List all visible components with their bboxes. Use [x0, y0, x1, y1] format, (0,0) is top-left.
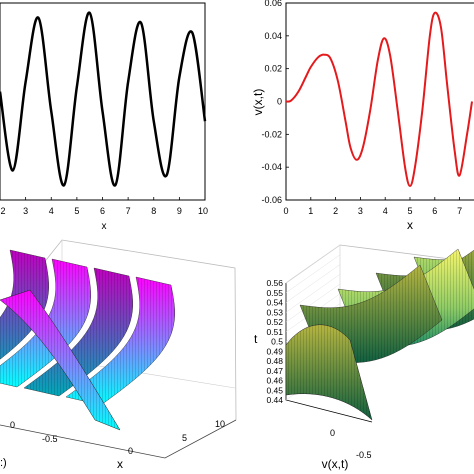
- panel-bottom-right: 0.440.450.460.470.480.490.50.510.520.530…: [254, 244, 474, 471]
- y-tick-label: 0.06: [264, 0, 282, 8]
- z-tick-label: 0.47: [266, 366, 283, 376]
- x-tick-label: 10: [198, 206, 208, 216]
- z-axis-label: t: [254, 332, 258, 346]
- x-tick-label: 4: [49, 206, 54, 216]
- y-tick-label: 0.02: [264, 64, 282, 74]
- panel-bottom-left: 0 5 10 x 0 -0.5 :): [0, 239, 237, 471]
- y-tick-label: 0: [10, 420, 15, 430]
- x-tick-label: 2: [0, 206, 5, 216]
- x-tick-label: 0: [128, 446, 133, 456]
- y-axis-label: v(x,t): [251, 89, 265, 116]
- y-tick-label: -0.06: [261, 195, 282, 205]
- x-tick-label: 5: [74, 206, 79, 216]
- x-tick-label: 3: [23, 206, 28, 216]
- surface-mesh-lines: [24, 268, 133, 396]
- y-tick-labels: -0.06 -0.04 -0.02 0 0.02 0.04 0.06: [261, 0, 289, 205]
- x-axis-label: x: [102, 221, 107, 232]
- x-axis-label: x: [117, 457, 123, 471]
- z-tick-label: 0.53: [266, 307, 283, 317]
- axes-box: [0, 2, 206, 201]
- x-tick-label: 2: [333, 206, 338, 216]
- z-tick-label: 0.56: [266, 278, 283, 288]
- series-line: [0, 11, 207, 187]
- z-tick-label: 0.44: [266, 395, 283, 405]
- x-tick-label: 3: [358, 206, 363, 216]
- z-tick-label: 0.46: [266, 376, 283, 386]
- x-tick-label: 4: [383, 206, 388, 216]
- x-tick-label: 7: [126, 206, 131, 216]
- x-tick-label: 8: [151, 206, 156, 216]
- x-tick-label: -0.5: [356, 450, 372, 460]
- surface-front-mesh: [0, 290, 120, 430]
- x-tick-labels: 0 1 2 3 4 5 6 7: [283, 197, 462, 216]
- grid-line: [285, 283, 341, 323]
- z-tick-label: 0.45: [266, 385, 283, 395]
- grid-line: [285, 254, 341, 293]
- z-axis-label-fragment: :): [0, 457, 7, 469]
- x-tick-label: 9: [177, 206, 182, 216]
- x-tick-label: 10: [215, 419, 225, 429]
- z-tick-label: 0.54: [266, 298, 283, 308]
- surface-mesh: [0, 249, 175, 431]
- x-tick-label: 7: [457, 206, 462, 216]
- x-tick-label: 6: [432, 206, 437, 216]
- z-tick-label: 0.52: [266, 317, 283, 327]
- series-line: [285, 11, 473, 188]
- grid-line: [285, 244, 341, 284]
- z-tick-label: 0.48: [266, 356, 283, 366]
- z-tick-label: 0.5: [271, 337, 283, 347]
- grid-line: [285, 264, 341, 303]
- y-tick-label: -0.02: [261, 129, 282, 139]
- z-tick-labels: 0.440.450.460.470.480.490.50.510.520.530…: [266, 278, 283, 405]
- x-tick-label: 6: [100, 206, 105, 216]
- x-tick-label: 1: [308, 206, 313, 216]
- y-tick-label: 0.04: [264, 31, 282, 41]
- y-tick-label: 0: [277, 97, 282, 107]
- x-axis-label: x: [407, 218, 413, 232]
- z-tick-label: 0.51: [266, 327, 283, 337]
- x-tick-label: 5: [182, 433, 187, 443]
- surface-mesh: [285, 248, 474, 421]
- z-tick-label: 0.49: [266, 346, 283, 356]
- surface-front-mesh: [286, 324, 372, 420]
- x-tick-labels: 2 3 4 5 6 7 8 9 10: [0, 197, 208, 216]
- x-axis-label: v(x,t): [322, 457, 349, 471]
- surface-mesh-lines: [66, 277, 175, 405]
- panel-top-left: 2 3 4 5 6 7 8 9 10 x: [0, 2, 208, 232]
- grid-line: [285, 274, 341, 313]
- y-tick-label: -0.04: [261, 162, 282, 172]
- x-tick-label: 0: [283, 206, 288, 216]
- y-tick-label: -0.5: [42, 434, 58, 444]
- axis-frame-front: [0, 419, 237, 459]
- x-tick-label: 0: [330, 428, 335, 438]
- z-tick-label: 0.55: [266, 288, 283, 298]
- axes-box: [285, 2, 474, 201]
- x-tick-label: 5: [407, 206, 412, 216]
